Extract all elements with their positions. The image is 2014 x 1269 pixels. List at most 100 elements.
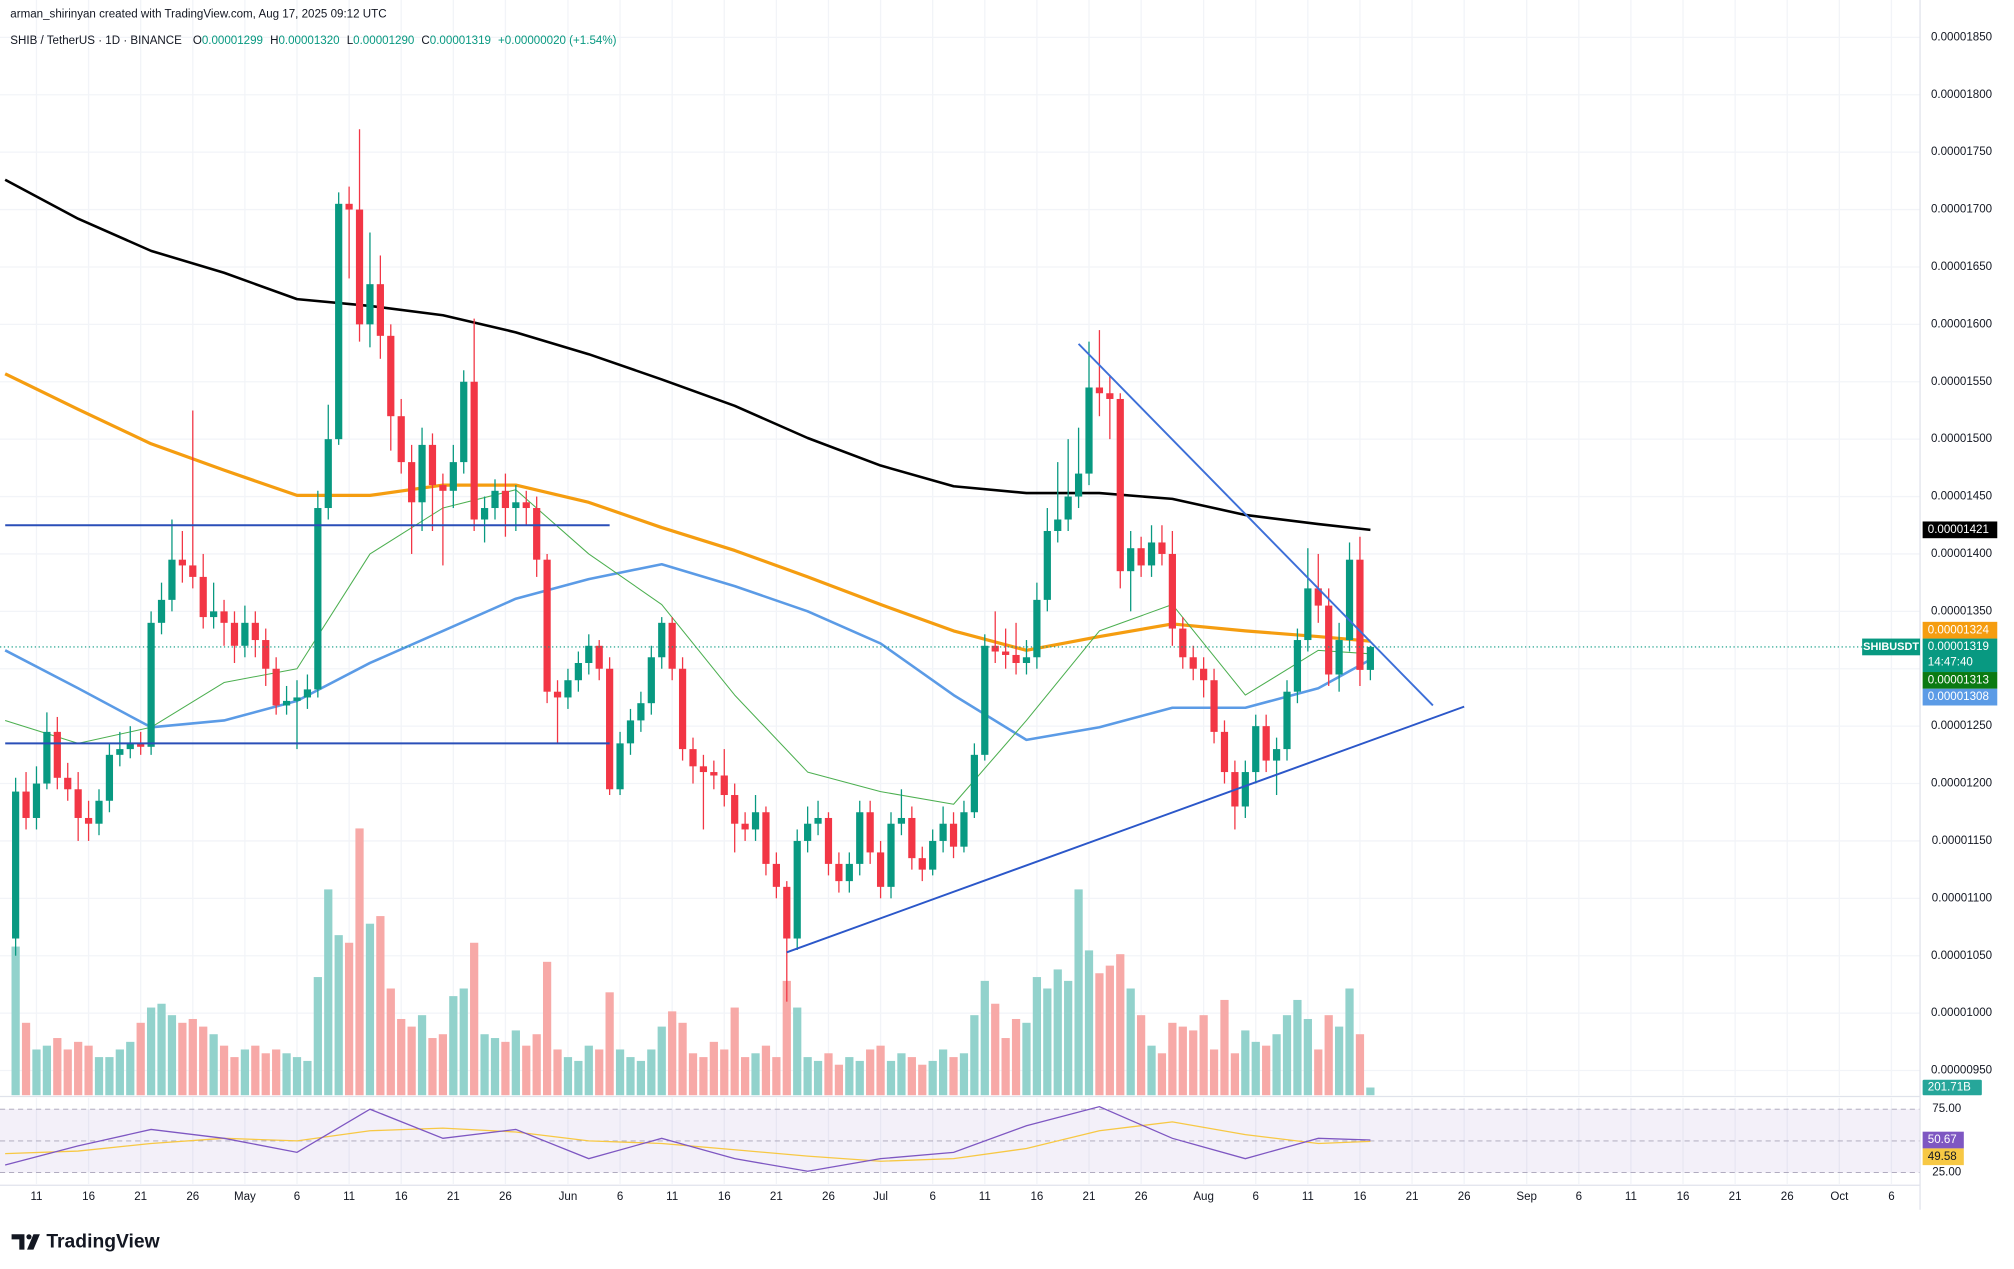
candle-body xyxy=(856,812,864,864)
candle-body xyxy=(574,663,582,681)
volume-bar xyxy=(157,1003,166,1096)
volume-bar xyxy=(678,1022,687,1096)
candle-body xyxy=(929,840,937,870)
x-tick-label: 21 xyxy=(447,1191,460,1203)
volume-bar xyxy=(813,1060,823,1096)
volume-bar xyxy=(980,980,989,1096)
volume-bar xyxy=(511,1030,520,1096)
volume-bar xyxy=(938,1049,948,1096)
volume-bar xyxy=(928,1060,937,1096)
candle-body xyxy=(262,640,270,669)
candle-body xyxy=(84,817,93,824)
x-tick-label: Aug xyxy=(1193,1191,1214,1203)
volume-bar xyxy=(1136,1015,1146,1096)
candle-body xyxy=(189,565,197,577)
volume-bar xyxy=(1022,1022,1031,1096)
y-tick-label: 0.00001700 xyxy=(1931,204,1992,216)
candle-body xyxy=(991,645,999,652)
volume-bar xyxy=(438,1034,448,1096)
candle-body xyxy=(491,490,499,509)
volume-bar xyxy=(209,1034,218,1096)
volume-bar xyxy=(1209,1049,1219,1096)
volume-bar xyxy=(344,942,354,1096)
candle-body xyxy=(908,817,916,859)
price-label-box xyxy=(1922,621,1998,639)
candle-body xyxy=(230,622,239,646)
volume-bar xyxy=(1251,1041,1260,1096)
moving-average xyxy=(4,372,1371,652)
volume-bar xyxy=(1272,1034,1281,1096)
volume-bar xyxy=(605,992,614,1096)
volume-bar xyxy=(74,1041,83,1096)
volume-bar xyxy=(334,935,343,1096)
candle-body xyxy=(814,817,822,824)
x-tick-label: May xyxy=(234,1191,256,1203)
volume-bar xyxy=(834,1064,844,1096)
volume-bar xyxy=(386,988,395,1096)
x-tick-label: 11 xyxy=(343,1191,355,1203)
candle-body xyxy=(449,462,457,491)
candle-body xyxy=(845,863,853,882)
candle-body xyxy=(876,852,885,887)
volume-bar xyxy=(532,1034,541,1096)
y-tick-label: 0.00001150 xyxy=(1932,835,1992,847)
candle-body xyxy=(1095,387,1104,394)
volume-bar xyxy=(522,1045,531,1096)
volume-bar xyxy=(1355,1034,1365,1096)
volume-bar xyxy=(553,1049,562,1096)
ohlc-value: 0.00001319 xyxy=(430,35,491,47)
candle-body xyxy=(731,795,739,824)
x-tick-label: 26 xyxy=(1781,1191,1794,1203)
volume-bar xyxy=(636,1060,646,1096)
volume-bar xyxy=(751,1053,760,1096)
x-tick-label: 6 xyxy=(617,1191,623,1203)
volume-bar xyxy=(730,1007,739,1096)
candle-body xyxy=(960,812,968,847)
logo-icon xyxy=(11,1234,40,1250)
volume-bar xyxy=(178,1022,187,1096)
x-tick-label: 11 xyxy=(979,1191,991,1203)
candle-body xyxy=(1064,496,1072,520)
volume-bar xyxy=(699,1057,708,1096)
candle-body xyxy=(918,858,926,870)
candle-body xyxy=(1314,588,1322,606)
candle-body xyxy=(835,863,843,882)
x-tick-label: 16 xyxy=(1030,1191,1043,1203)
volume-bar xyxy=(397,1018,406,1096)
candle-body xyxy=(1168,553,1176,629)
volume-bar xyxy=(407,1026,416,1096)
volume-bar xyxy=(376,916,385,1096)
rsi-tick-label: 75.00 xyxy=(1932,1103,1961,1115)
x-tick-label: 16 xyxy=(718,1191,731,1203)
x-tick-label: 16 xyxy=(1677,1191,1690,1203)
price-label-box xyxy=(1922,638,1998,673)
volume-bar xyxy=(1126,988,1135,1096)
volume-bar xyxy=(574,1060,583,1096)
volume-bar xyxy=(490,1038,500,1096)
candle-body xyxy=(981,645,989,755)
x-tick-label: 26 xyxy=(499,1191,512,1203)
candle-body xyxy=(22,791,30,818)
volume-bar xyxy=(1199,1015,1208,1096)
candle-body xyxy=(293,697,301,701)
candle-body xyxy=(522,502,530,509)
volume-bar xyxy=(501,1041,510,1096)
rsi-line xyxy=(4,1105,1371,1172)
symbol-label: SHIBUSDT xyxy=(1863,641,1919,653)
candle-body xyxy=(397,416,405,463)
candle-body xyxy=(241,622,249,646)
candle-body xyxy=(282,700,291,706)
volume-bar xyxy=(845,1057,854,1096)
volume-bar xyxy=(1230,1053,1240,1096)
x-tick-label: 21 xyxy=(1729,1191,1742,1203)
candle-body xyxy=(1106,393,1114,399)
trendline xyxy=(786,705,1465,954)
x-tick-label: 11 xyxy=(30,1191,42,1203)
x-tick-label: 26 xyxy=(822,1191,835,1203)
candle-body xyxy=(585,645,593,664)
candle-body xyxy=(1033,599,1041,658)
y-tick-label: 0.00001650 xyxy=(1931,261,1992,273)
candle-body xyxy=(1262,726,1270,761)
candle-body xyxy=(668,622,676,669)
volume-bar xyxy=(261,1053,270,1096)
